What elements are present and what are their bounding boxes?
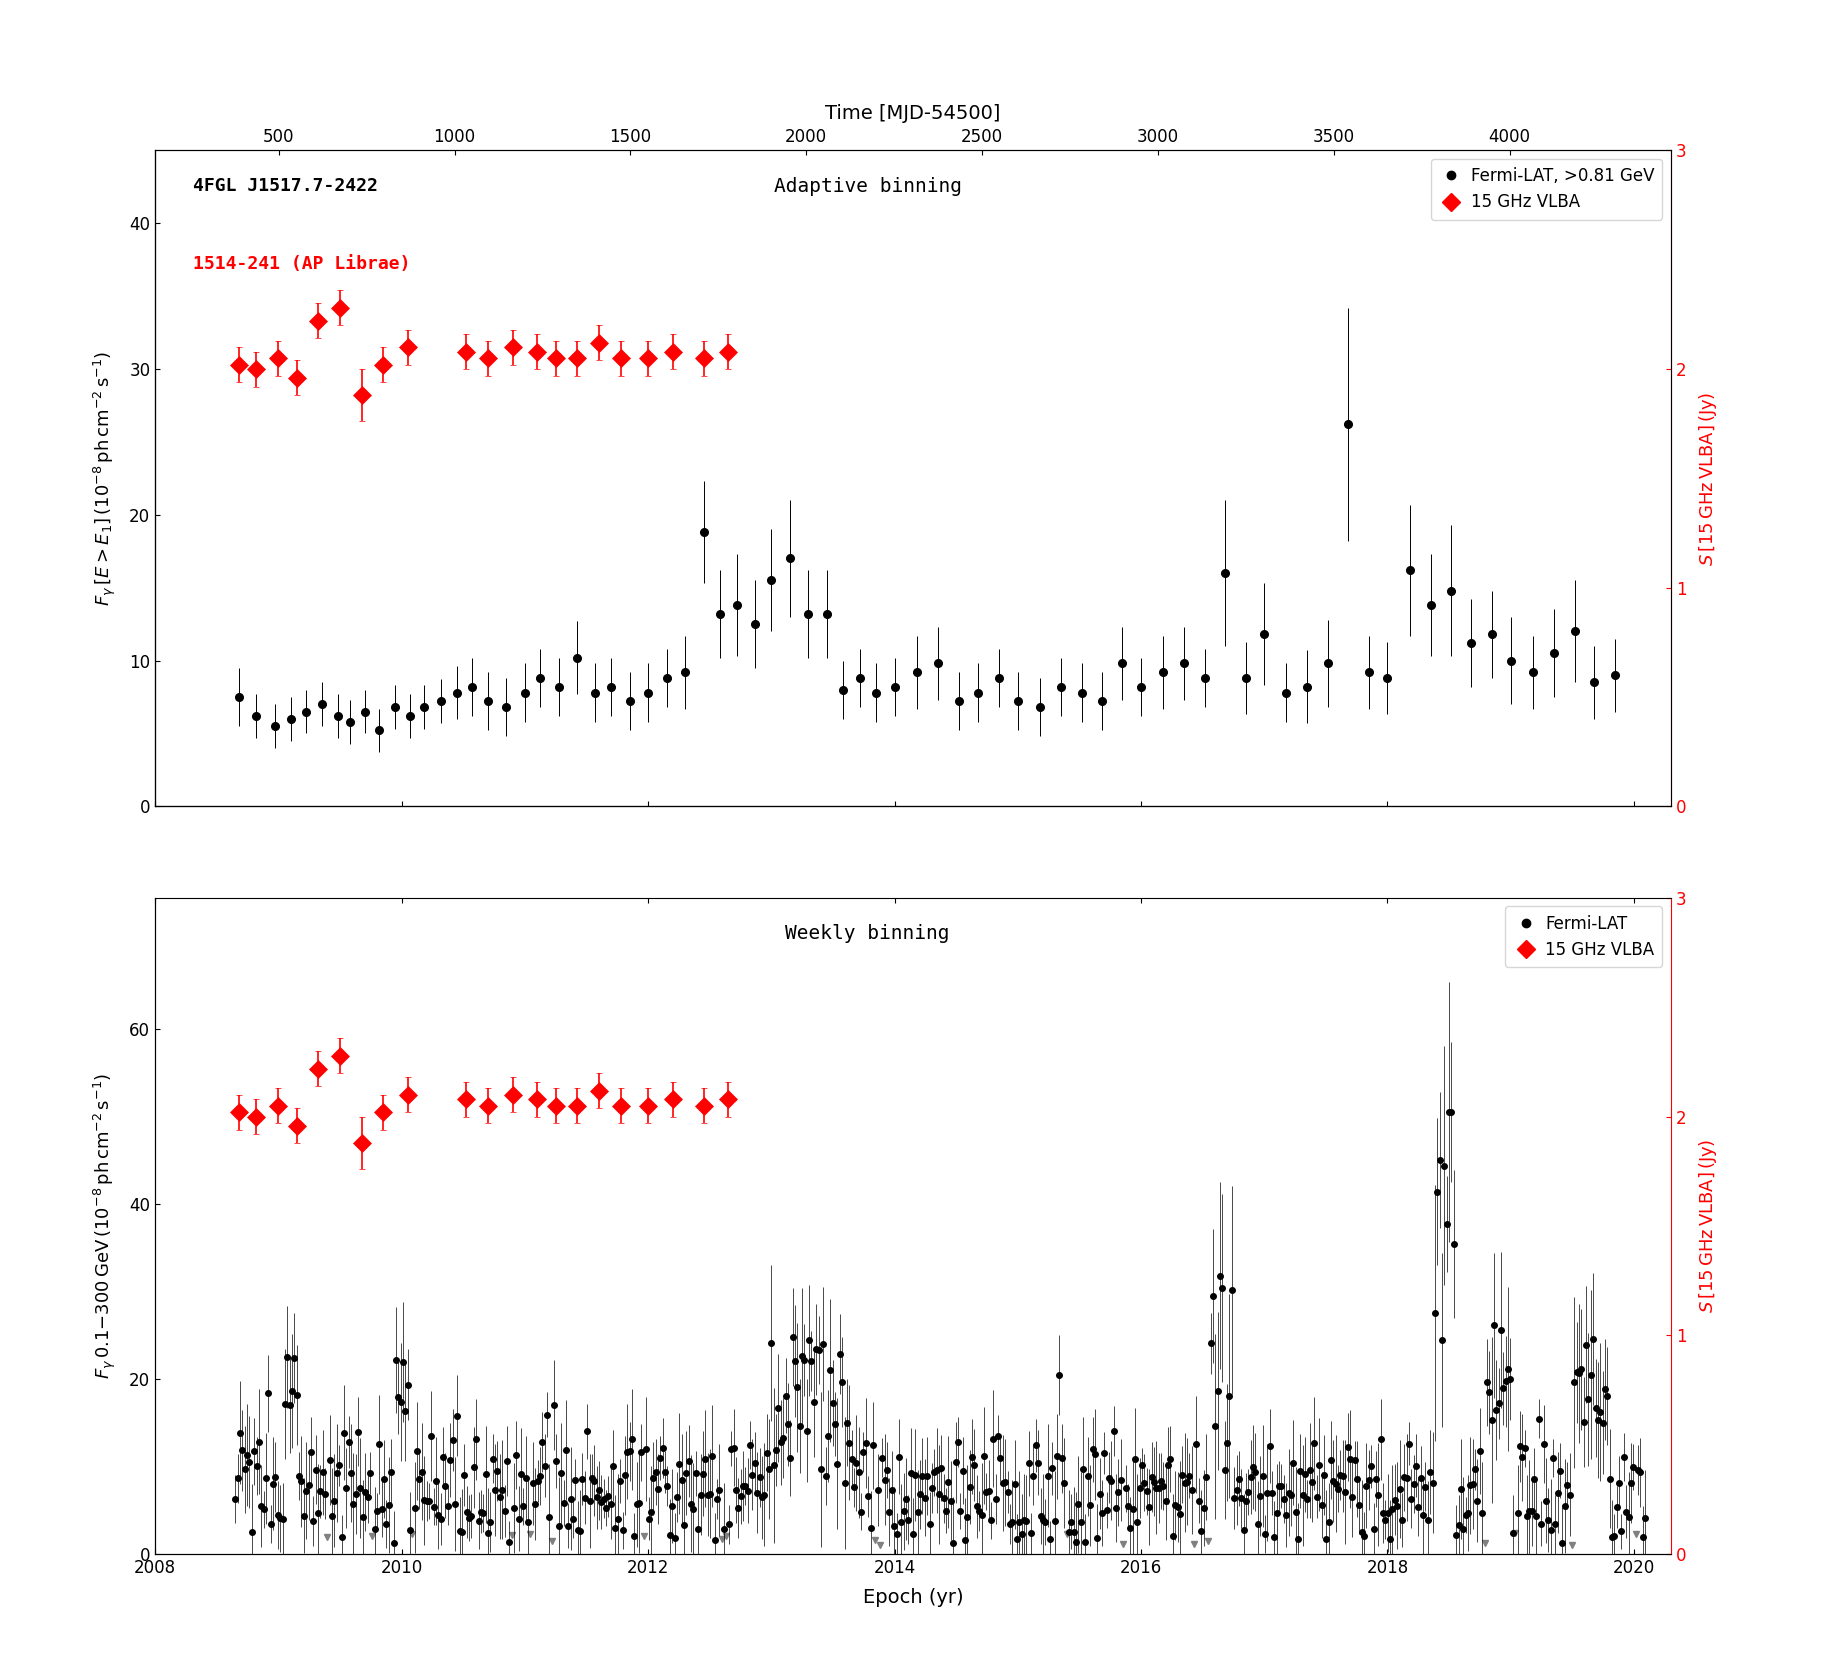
Y-axis label: $S\,[15\,\mathrm{GHz\,VLBA}]\,(\mathrm{Jy})$: $S\,[15\,\mathrm{GHz\,VLBA}]\,(\mathrm{J… <box>1698 1140 1720 1313</box>
X-axis label: Epoch (yr): Epoch (yr) <box>862 1587 964 1608</box>
X-axis label: Time [MJD-54500]: Time [MJD-54500] <box>825 104 1001 124</box>
Text: 4FGL J1517.7-2422: 4FGL J1517.7-2422 <box>194 177 378 194</box>
Legend: Fermi-LAT, 15 GHz VLBA: Fermi-LAT, 15 GHz VLBA <box>1505 906 1662 968</box>
Y-axis label: $F_\gamma\,0.1{-}300\,\mathrm{GeV}\,(10^{-8}\,\mathrm{ph\,cm^{-2}\,s^{-1}})$: $F_\gamma\,0.1{-}300\,\mathrm{GeV}\,(10^… <box>91 1073 119 1379</box>
Text: Weekly binning: Weekly binning <box>785 924 950 944</box>
Text: Adaptive binning: Adaptive binning <box>774 177 962 196</box>
Y-axis label: $S\,[15\,\mathrm{GHz\,VLBA}]\,(\mathrm{Jy})$: $S\,[15\,\mathrm{GHz\,VLBA}]\,(\mathrm{J… <box>1698 391 1720 565</box>
Y-axis label: $F_\gamma\,[E{>}E_1]\,(10^{-8}\,\mathrm{ph\,cm^{-2}\,s^{-1}})$: $F_\gamma\,[E{>}E_1]\,(10^{-8}\,\mathrm{… <box>91 351 119 607</box>
Legend: Fermi-LAT, >0.81 GeV, 15 GHz VLBA: Fermi-LAT, >0.81 GeV, 15 GHz VLBA <box>1430 159 1662 219</box>
Text: 1514-241 (AP Librae): 1514-241 (AP Librae) <box>194 256 411 274</box>
